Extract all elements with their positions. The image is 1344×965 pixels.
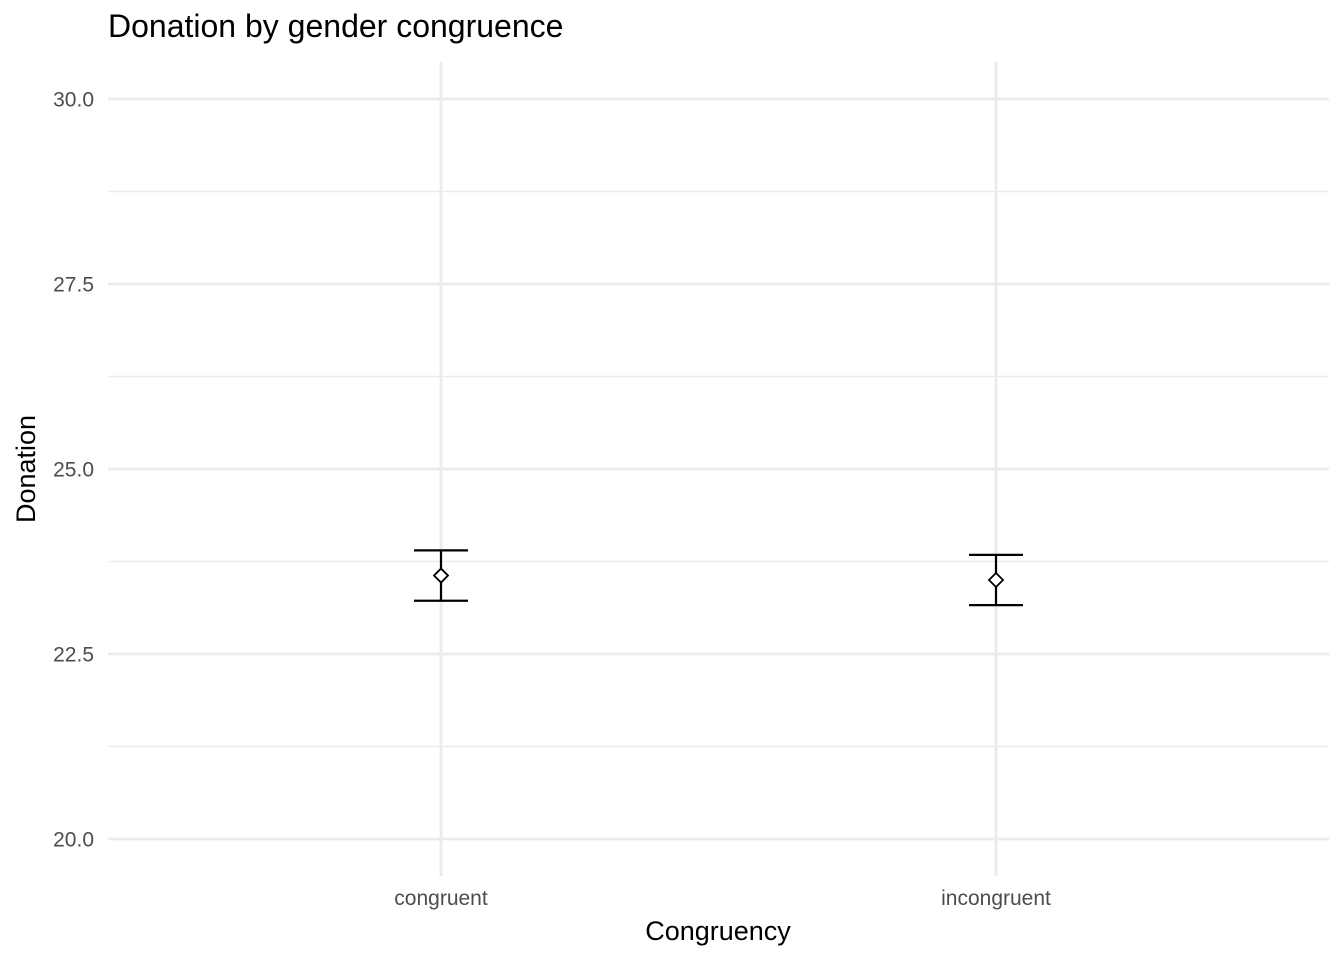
- y-tick-label: 25.0: [53, 459, 94, 482]
- y-tick-label: 30.0: [53, 89, 94, 112]
- mean-diamond-marker: [987, 571, 1005, 589]
- x-axis-tick-labels: congruent incongruent: [394, 887, 1051, 910]
- data-marks: [414, 549, 1023, 607]
- chart-title: Donation by gender congruence: [108, 8, 564, 44]
- x-axis-label: Congruency: [645, 916, 791, 946]
- y-tick-label: 20.0: [53, 829, 94, 852]
- y-tick-label: 22.5: [53, 644, 94, 667]
- error-bar: [414, 549, 468, 602]
- y-axis-label: Donation: [11, 415, 41, 523]
- x-tick-label: congruent: [394, 887, 488, 910]
- minor-gridlines: [108, 190, 1329, 748]
- mean-diamond-marker: [432, 567, 450, 584]
- major-gridlines: [108, 62, 1329, 876]
- x-tick-label: incongruent: [941, 887, 1051, 910]
- error-bar: [969, 553, 1023, 607]
- y-tick-label: 27.5: [53, 274, 94, 297]
- y-axis-tick-labels: 20.0 22.5 25.0 27.5 30.0: [53, 89, 94, 852]
